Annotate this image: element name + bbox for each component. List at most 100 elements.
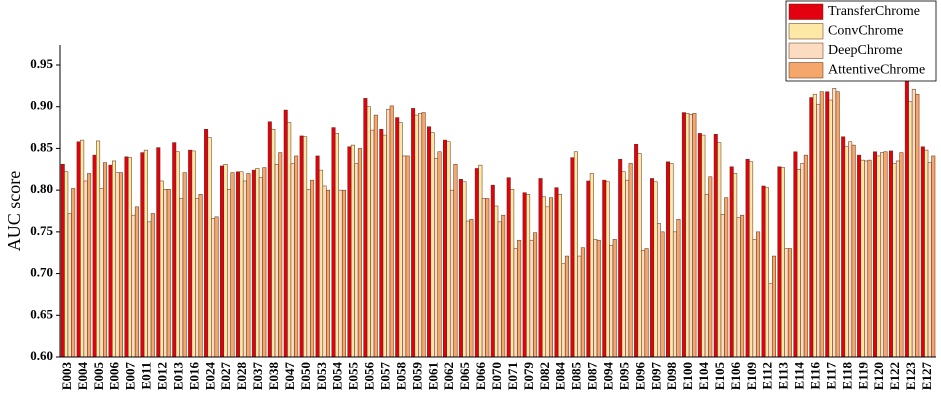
bar	[717, 142, 722, 358]
bar	[462, 181, 467, 358]
bar	[274, 164, 279, 358]
bar	[303, 136, 308, 358]
bar	[561, 263, 566, 358]
bar	[287, 122, 292, 358]
bar	[828, 99, 833, 358]
x-tick-label: E104	[696, 362, 711, 391]
bar	[724, 197, 729, 358]
x-tick-label: E095	[616, 362, 631, 391]
bar	[628, 163, 633, 358]
x-tick-label: E065	[457, 362, 472, 391]
bar	[389, 105, 394, 358]
bar	[740, 214, 745, 358]
bar	[478, 164, 483, 358]
bar	[294, 155, 299, 358]
bar	[545, 206, 550, 358]
bar	[334, 133, 339, 358]
bar	[784, 248, 789, 358]
x-tick-label: E097	[648, 362, 663, 391]
x-tick-label: E003	[59, 362, 74, 391]
x-tick-label: E070	[489, 362, 504, 390]
bar	[915, 93, 920, 358]
bar	[363, 98, 368, 358]
bar	[179, 198, 184, 358]
bar	[506, 177, 511, 358]
bar	[501, 214, 506, 358]
bar	[402, 155, 407, 358]
bar	[657, 223, 662, 358]
bar	[191, 150, 196, 358]
x-tick-label: E005	[91, 362, 106, 391]
bar	[331, 127, 336, 358]
bar	[809, 97, 814, 358]
bar	[812, 93, 817, 358]
bar	[230, 172, 235, 358]
bar	[927, 162, 932, 358]
bar	[768, 283, 773, 358]
bar	[653, 181, 658, 358]
x-tick-label: E059	[409, 362, 424, 391]
bar	[860, 159, 865, 358]
bar	[76, 141, 81, 358]
bar	[310, 179, 315, 358]
bar	[446, 141, 451, 358]
bar	[641, 249, 646, 358]
bar	[618, 159, 623, 358]
bar	[557, 194, 562, 358]
bar	[255, 168, 260, 358]
bar	[443, 139, 447, 358]
legend-swatch	[788, 62, 824, 79]
bar	[453, 164, 458, 358]
bar	[485, 198, 490, 358]
bar	[357, 148, 362, 358]
bar	[692, 113, 697, 358]
bar	[911, 88, 916, 358]
bar	[83, 180, 88, 358]
bar	[315, 155, 320, 358]
y-axis-label: AUC score	[4, 171, 24, 251]
x-tick-label: E056	[362, 362, 377, 391]
bar	[395, 117, 400, 358]
y-tick-label: 0.75	[30, 223, 53, 238]
bar	[373, 114, 378, 358]
x-tick-label: E106	[728, 362, 743, 391]
bar	[322, 185, 327, 358]
bar	[771, 255, 776, 358]
bar	[586, 180, 591, 358]
y-tick-label: 0.95	[30, 56, 53, 71]
bar	[644, 248, 649, 358]
bar	[246, 173, 251, 358]
bar	[780, 167, 785, 358]
bar	[182, 172, 187, 358]
bar	[704, 194, 709, 358]
x-tick-label: E007	[123, 362, 138, 391]
y-tick-label: 0.90	[30, 98, 53, 113]
x-tick-label: E054	[330, 362, 345, 391]
bar	[669, 163, 674, 358]
bar	[908, 101, 913, 358]
bar	[347, 146, 352, 358]
bar	[851, 144, 856, 358]
x-tick-label: E038	[266, 362, 281, 391]
bar	[867, 159, 872, 358]
x-tick-label: E012	[155, 362, 170, 390]
x-tick-label: E057	[377, 362, 392, 391]
x-tick-label: E118	[839, 362, 854, 390]
bar	[494, 205, 499, 358]
x-tick-label: E055	[346, 362, 361, 391]
bar	[198, 194, 203, 358]
bar	[796, 169, 801, 358]
x-tick-label: E079	[521, 362, 536, 391]
bar	[729, 166, 734, 358]
bar	[573, 151, 578, 358]
bar	[262, 167, 267, 358]
bar	[474, 168, 479, 358]
bar	[756, 231, 761, 358]
x-tick-label: E085	[569, 362, 584, 391]
bar	[777, 166, 782, 358]
y-tick-label: 0.70	[30, 265, 53, 280]
bar	[765, 187, 770, 358]
x-tick-label: E113	[776, 362, 791, 390]
x-tick-label: E109	[744, 362, 759, 391]
